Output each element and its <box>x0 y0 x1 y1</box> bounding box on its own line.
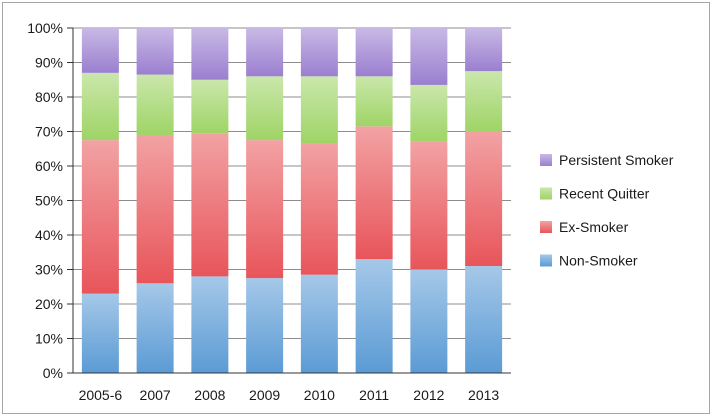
bar-2007-recent-quitter <box>136 74 174 135</box>
bar-2013-recent-quitter <box>465 71 503 132</box>
bar-2012-recent-quitter <box>410 84 448 142</box>
legend-label-ex-smoker: Ex-Smoker <box>559 219 629 235</box>
bar-2013-persistent-smoker <box>465 28 503 72</box>
y-tick-label: 80% <box>35 89 63 105</box>
bar-2013-ex-smoker <box>465 131 503 267</box>
bar-2008-non-smoker <box>191 276 229 373</box>
bar-2012-persistent-smoker <box>410 28 448 85</box>
y-tick-labels: 0% 10% 20% 30% 40% 50% 60% 70% 80% 90% 100% <box>27 20 63 381</box>
axes <box>72 28 511 374</box>
legend-swatch-recent-quitter <box>540 187 552 200</box>
y-tick-label: 100% <box>27 20 63 36</box>
x-tick-label: 2011 <box>359 387 389 403</box>
x-tick-label: 2013 <box>468 387 499 403</box>
x-tick-label: 2008 <box>194 387 225 403</box>
legend-swatch-non-smoker <box>540 254 552 267</box>
legend-label-recent-quitter: Recent Quitter <box>559 186 650 202</box>
legend-swatch-ex-smoker <box>540 221 552 233</box>
bar-2010-recent-quitter <box>300 76 338 144</box>
bar-2011-ex-smoker <box>355 126 393 260</box>
bar-2007-ex-smoker <box>136 134 174 284</box>
legend-label-persistent-smoker: Persistent Smoker <box>559 152 674 168</box>
x-tick-label: 2010 <box>304 387 335 403</box>
x-tick-label: 2012 <box>413 387 444 403</box>
y-tick-label: 90% <box>35 55 63 71</box>
bar-2005-6-persistent-smoker <box>81 28 119 73</box>
bar-2013-non-smoker <box>465 266 503 373</box>
legend: Persistent Smoker Recent Quitter Ex-Smoker… <box>540 152 674 269</box>
bar-2007-non-smoker <box>136 283 174 373</box>
bar-2005-6-recent-quitter <box>81 72 119 141</box>
y-tick-label: 0% <box>43 365 63 381</box>
bar-2011-recent-quitter <box>355 76 393 127</box>
y-tick-label: 40% <box>35 227 63 243</box>
bar-2009-non-smoker <box>246 278 284 373</box>
bar-2011-persistent-smoker <box>355 28 393 77</box>
bar-2011-non-smoker <box>355 259 393 373</box>
legend-label-non-smoker: Non-Smoker <box>559 253 638 269</box>
bar-2005-6-ex-smoker <box>81 140 119 294</box>
bar-2009-persistent-smoker <box>246 28 284 77</box>
bar-2012-non-smoker <box>410 269 448 373</box>
y-tick-label: 30% <box>35 262 63 278</box>
bar-2005-6-non-smoker <box>81 293 119 373</box>
bar-2010-persistent-smoker <box>300 28 338 77</box>
y-tick-label: 10% <box>35 331 63 347</box>
x-tick-label: 2009 <box>249 387 280 403</box>
y-tick-label: 50% <box>35 193 63 209</box>
bar-2012-ex-smoker <box>410 141 448 270</box>
bar-2008-ex-smoker <box>191 133 229 277</box>
bar-2007-persistent-smoker <box>136 28 174 75</box>
bar-2010-non-smoker <box>300 274 338 373</box>
legend-swatch-persistent-smoker <box>540 154 552 166</box>
bar-2008-persistent-smoker <box>191 28 229 80</box>
bar-2009-recent-quitter <box>246 76 284 141</box>
bar-2010-ex-smoker <box>300 143 338 275</box>
bars <box>81 28 503 373</box>
bar-2009-ex-smoker <box>246 140 284 279</box>
y-tick-label: 70% <box>35 124 63 140</box>
y-tick-label: 60% <box>35 158 63 174</box>
x-tick-label: 2005-6 <box>79 387 123 403</box>
x-tick-labels: 2005-6 2007 2008 2009 2010 2011 2012 2013 <box>79 387 500 403</box>
y-tick-label: 20% <box>35 296 63 312</box>
bar-2008-recent-quitter <box>191 79 229 134</box>
x-tick-label: 2007 <box>140 387 171 403</box>
